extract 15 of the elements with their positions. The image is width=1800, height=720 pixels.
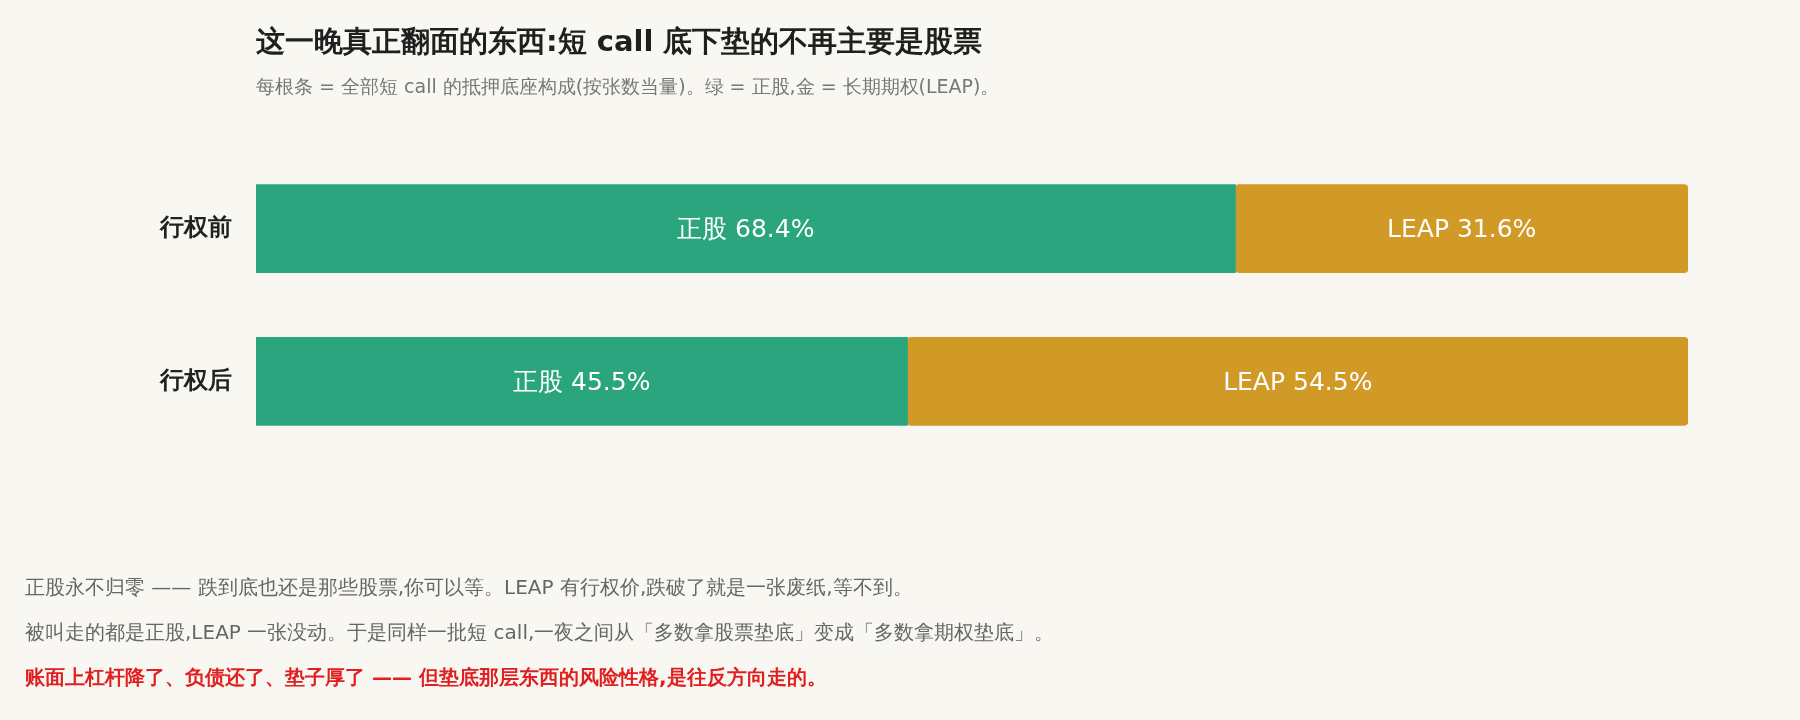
chart-subtitle: 每根条 = 全部短 call 的抵押底座构成(按张数当量)。绿 = 正股,金 = 长期期权(LEAP)。 — [256, 74, 1000, 99]
text: 被叫走的都是正股,LEAP 一张没动。于是同样一批短 call,一夜之间从「多数拿股票垫底」变成「多数拿期权垫底」。 — [25, 619, 1055, 646]
text: LEAP — [1223, 366, 1286, 396]
data-label: 68.4% — [735, 214, 815, 244]
y-tick-label: 行权前 — [159, 212, 232, 241]
chart-title: 这一晚真正翻面的东西:短 call 底下垫的不再主要是股票 — [256, 23, 983, 60]
text: 正股永不归零 —— 跌到底也还是那些股票,你可以等。LEAP 有行权价,跌破了就是一张废纸,等不到。 — [25, 574, 913, 601]
data-label: 31.6% — [1456, 214, 1537, 244]
text: 账面上杠杆降了、负债还了、垫子厚了 —— 但垫底那层东西的风险性格,是往反方向走的。 — [25, 664, 827, 691]
series-label: 正股 — [677, 214, 728, 244]
text: 正股 — [513, 366, 564, 396]
data-label: 54.5% — [1292, 366, 1373, 396]
data-label: 45.5% — [571, 366, 651, 396]
series-label: LEAP — [1387, 214, 1450, 244]
y-tick-label: 行权后 — [159, 365, 232, 394]
